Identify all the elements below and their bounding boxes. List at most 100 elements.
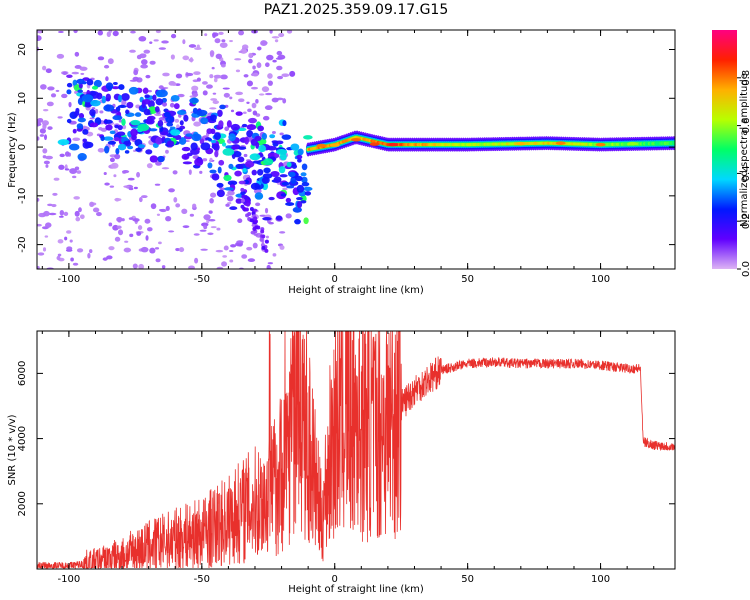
spectrogram-cell: [105, 76, 109, 82]
colorbar-tick-label: 0.4: [741, 165, 750, 181]
spectrogram-cell: [269, 30, 273, 34]
spectrogram-xtick-label: 100: [591, 274, 610, 285]
spectrogram-cell: [290, 176, 297, 184]
spectrogram-frame: [36, 29, 676, 270]
spectrogram-cell: [252, 72, 259, 77]
spectrogram-cell: [301, 163, 308, 171]
spectrogram-cell: [156, 89, 168, 98]
spectrogram-cell: [138, 36, 147, 42]
spectrogram-cell: [134, 112, 142, 117]
spectrogram-cell: [117, 143, 127, 151]
spectrogram-cell: [43, 108, 49, 112]
spectrogram-cell: [154, 113, 162, 117]
spectrogram-ytick-label: 20: [17, 43, 28, 56]
spectrogram-cell: [211, 66, 215, 70]
spectrogram-cell: [303, 217, 309, 225]
spectrogram-cell: [96, 92, 103, 100]
spectrogram-cell: [42, 247, 47, 252]
spectrogram-cell: [294, 218, 301, 225]
spectrogram-cell: [286, 30, 293, 34]
spectrogram-cell: [207, 232, 214, 236]
spectrogram-cell: [66, 230, 72, 234]
spectrogram-cell: [177, 109, 187, 116]
spectrogram-cell: [192, 203, 197, 209]
spectrogram-cell: [132, 218, 140, 222]
spectrogram-cell: [114, 198, 122, 202]
spectrogram-cell: [39, 134, 45, 137]
spectrogram-cell: [132, 263, 138, 269]
spectrogram-cell: [194, 257, 199, 264]
spectrogram-cell: [256, 46, 262, 51]
spectrogram-cell: [300, 200, 307, 204]
spectrogram-cell: [303, 186, 313, 192]
spectrogram-cell: [279, 132, 284, 136]
spectrogram-cell: [123, 185, 130, 188]
spectrogram-cell: [192, 93, 199, 97]
spectrogram-cell: [210, 226, 217, 229]
spectrogram-cell: [196, 109, 208, 117]
spectrogram-cell: [87, 252, 91, 259]
spectrogram-cell: [103, 64, 110, 69]
spectrogram-cell: [53, 177, 60, 181]
spectrogram-cell: [231, 145, 240, 150]
spectrogram-cell: [262, 217, 272, 221]
spectrogram-cell: [70, 257, 74, 262]
spectrogram-cell: [116, 225, 122, 229]
spectrogram-cell: [114, 124, 120, 129]
spectrogram-cell: [388, 142, 399, 147]
spectrogram-cell: [246, 124, 257, 131]
spectrogram-cell: [351, 137, 361, 142]
spectrogram-cell: [230, 244, 237, 248]
spectrogram-cell: [76, 123, 84, 130]
spectrogram-cell: [213, 143, 220, 151]
spectrogram-cell: [515, 141, 526, 146]
spectrogram-xtick-label: -100: [58, 274, 81, 285]
spectrogram-cell: [200, 248, 208, 251]
spectrogram-cell: [209, 50, 215, 57]
spectrogram-cell: [274, 39, 279, 43]
spectrogram-cell: [236, 240, 244, 244]
spectrogram-cell: [304, 191, 312, 196]
spectrogram-cell: [37, 46, 40, 52]
spectrogram-cells: [37, 30, 675, 269]
spectrogram-cell: [156, 213, 161, 216]
spectrogram-cell: [42, 148, 48, 154]
spectrogram-cell: [104, 182, 110, 186]
spectrogram-cell: [213, 132, 221, 141]
spectrogram-cell: [144, 94, 150, 98]
spectrogram-cell: [188, 265, 195, 269]
spectrogram-cell: [155, 30, 161, 34]
spectrogram-cell: [160, 131, 169, 136]
spectrogram-cell: [59, 153, 65, 158]
spectrogram-cell: [179, 137, 187, 145]
spectrogram-cell: [166, 140, 175, 147]
spectrogram-cell: [43, 210, 50, 217]
spectrogram-cell: [189, 213, 195, 217]
spectrogram-cell: [103, 171, 107, 176]
spectrogram-cell: [152, 94, 157, 101]
spectrogram-cell: [57, 253, 62, 257]
spectrogram-cell: [243, 153, 248, 158]
spectrogram-cell: [145, 74, 151, 79]
spectrogram-cell: [257, 168, 264, 176]
spectrogram-cell: [61, 93, 68, 99]
spectrogram-cell: [138, 144, 146, 149]
colorbar-tick-label: 0.0: [741, 261, 750, 277]
spectrogram-cell: [170, 129, 181, 136]
spectrogram-cell: [139, 53, 147, 59]
spectrogram-cell: [260, 229, 265, 234]
spectrogram-cell: [146, 163, 153, 169]
spectrogram-cell: [40, 84, 47, 90]
spectrogram-cell: [72, 262, 79, 266]
spectrogram-cell: [68, 101, 72, 108]
spectrogram-cell: [264, 207, 269, 214]
spectrogram-cell: [77, 89, 84, 93]
spectrogram-cell: [92, 207, 100, 213]
spectrogram-cell: [229, 206, 238, 211]
spectrogram-cell: [144, 218, 151, 224]
spectrogram-cell: [271, 97, 279, 103]
spectrogram-cell: [108, 222, 113, 227]
spectrogram-cell: [143, 108, 151, 116]
spectrogram-cell: [117, 229, 124, 236]
spectrogram-cell: [200, 117, 209, 125]
